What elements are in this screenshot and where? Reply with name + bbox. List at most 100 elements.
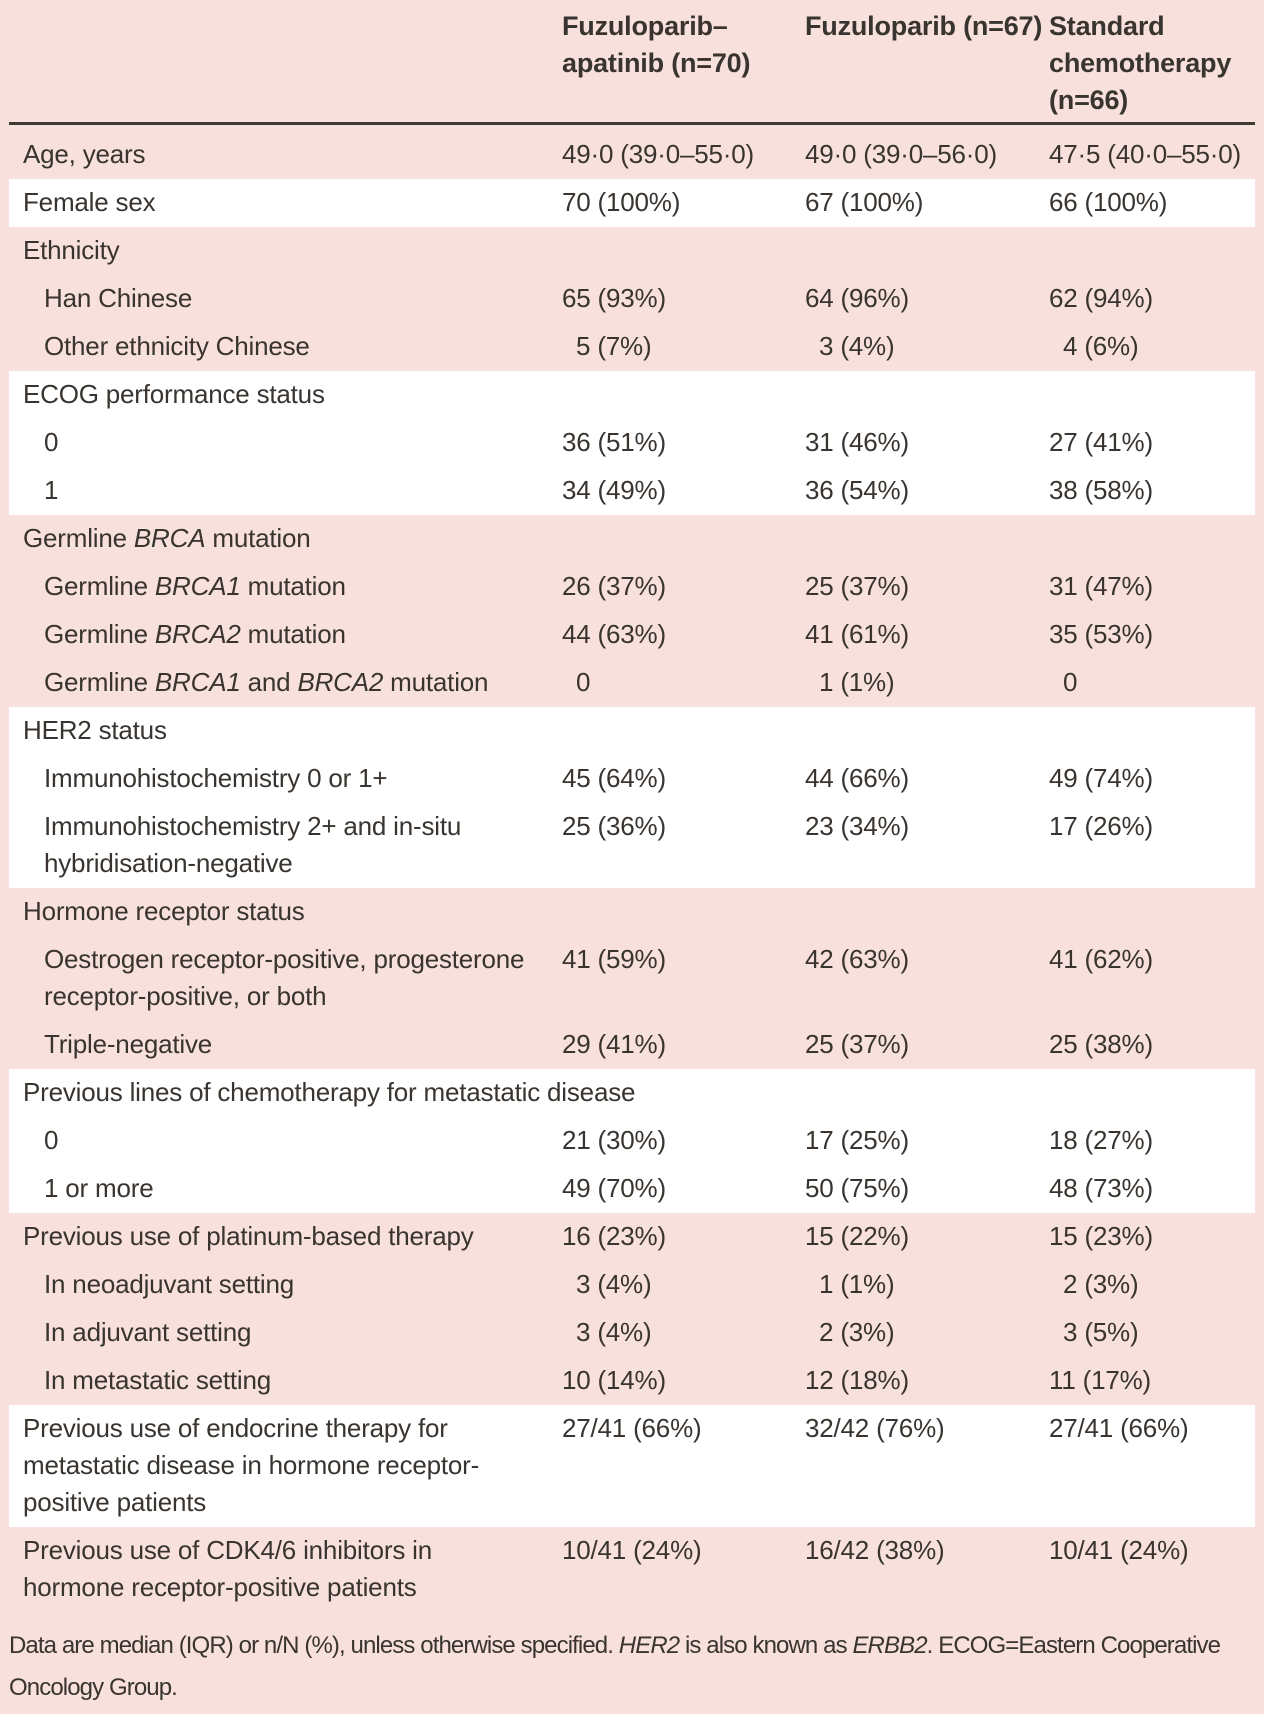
row-value: 31 (46%) (805, 427, 909, 457)
row-label: Previous use of platinum-based therapy (23, 1221, 474, 1251)
row-value: 23 (34%) (805, 811, 909, 841)
row-value: 5 (7%) (562, 331, 652, 361)
table-row: Germline BRCA1 and BRCA2 mutation 0 1 (1… (9, 659, 1255, 707)
row-value: 29 (41%) (562, 1029, 666, 1059)
row-label: Oestrogen receptor-positive, progesteron… (44, 944, 525, 1011)
table-row: Ethnicity (9, 227, 1255, 275)
text: mutation (240, 571, 346, 601)
row-value (803, 712, 1047, 755)
row-value: 36 (51%) (562, 427, 666, 457)
row-value: 27/41 (66%) (562, 1413, 702, 1443)
table-row: Previous use of platinum-based therapy 16… (9, 1213, 1255, 1261)
row-label: Immunohistochemistry 2+ and in-situ hybr… (44, 811, 462, 878)
row-value: 3 (4%) (562, 1317, 652, 1347)
table-row: 0 36 (51%) 31 (46%) 27 (41%) (9, 419, 1255, 467)
table-row: Immunohistochemistry 2+ and in-situ hybr… (9, 803, 1255, 888)
row-label: ECOG performance status (23, 379, 325, 409)
row-label: Ethnicity (23, 235, 120, 265)
row-label: 1 (44, 475, 59, 505)
row-value: 36 (54%) (805, 475, 909, 505)
text: Germline (44, 619, 155, 649)
row-value (557, 520, 803, 563)
row-value: 17 (26%) (1049, 811, 1153, 841)
table-row: Female sex 70 (100%) 67 (100%) 66 (100%) (9, 179, 1255, 227)
table-row: 1 34 (49%) 36 (54%) 38 (58%) (9, 467, 1255, 515)
header-rule (9, 122, 1255, 125)
table-row: Oestrogen receptor-positive, progesteron… (9, 936, 1255, 1021)
row-label: 1 or more (44, 1173, 154, 1203)
table-row: Han Chinese 65 (93%) 64 (96%) 62 (94%) (9, 275, 1255, 323)
table-row: 1 or more 49 (70%) 50 (75%) 48 (73%) (9, 1165, 1255, 1213)
table-row: Germline BRCA mutation (9, 515, 1255, 563)
row-value: 49 (74%) (1049, 763, 1153, 793)
row-value: 1 (1%) (805, 667, 895, 697)
row-value: 18 (27%) (1049, 1125, 1153, 1155)
row-value: 50 (75%) (805, 1173, 909, 1203)
row-label: Triple-negative (44, 1029, 213, 1059)
row-value (1047, 1074, 1255, 1117)
row-label: Previous lines of chemotherapy for metas… (23, 1077, 636, 1107)
row-value: 11 (17%) (1049, 1365, 1151, 1395)
row-value: 0 (562, 667, 591, 697)
row-value: 47·5 (40·0–55·0) (1049, 139, 1241, 169)
row-label: Han Chinese (44, 283, 193, 313)
text: and (240, 667, 298, 697)
text: Germline (23, 523, 134, 553)
text: mutation (205, 523, 311, 553)
row-value: 42 (63%) (805, 944, 909, 974)
row-value (1047, 893, 1255, 936)
table-row: Age, years 49·0 (39·0–55·0) 49·0 (39·0–56·… (9, 125, 1255, 179)
row-value: 2 (3%) (1049, 1269, 1139, 1299)
row-value: 27/41 (66%) (1049, 1413, 1189, 1443)
row-value: 25 (37%) (805, 1029, 909, 1059)
row-value (803, 232, 1047, 275)
row-value: 67 (100%) (805, 187, 924, 217)
row-value: 38 (58%) (1049, 475, 1153, 505)
row-value: 35 (53%) (1049, 619, 1153, 649)
table-row: Triple-negative 29 (41%) 25 (37%) 25 (38%) (9, 1021, 1255, 1069)
row-label: Other ethnicity Chinese (44, 331, 310, 361)
table-row: Other ethnicity Chinese 5 (7%) 3 (4%) 4 … (9, 323, 1255, 371)
text: . ECOG=Eastern Cooperative Oncology Grou… (9, 1632, 1221, 1701)
row-value: 17 (25%) (805, 1125, 909, 1155)
row-value: 49·0 (39·0–55·0) (562, 139, 754, 169)
row-value: 10/41 (24%) (1049, 1535, 1189, 1565)
table-body: Age, years 49·0 (39·0–55·0) 49·0 (39·0–56·… (0, 125, 1264, 1612)
row-label: 0 (44, 427, 59, 457)
row-value: 62 (94%) (1049, 283, 1153, 313)
text: Data are median (IQR) or n/N (%), unless… (9, 1632, 619, 1659)
row-value: 21 (30%) (562, 1125, 666, 1155)
column-header-fuzuloparib-apatinib: Fuzuloparib– apatinib (n=70) (562, 11, 751, 78)
row-label: Germline BRCA1 and BRCA2 mutation (9, 664, 557, 707)
table-row: Previous use of endocrine therapy for me… (9, 1405, 1255, 1527)
row-value: 49·0 (39·0–56·0) (805, 139, 997, 169)
row-value: 64 (96%) (805, 283, 909, 313)
row-label: Previous use of CDK4/6 inhibitors in hor… (23, 1535, 433, 1602)
row-value: 15 (22%) (805, 1221, 909, 1251)
row-label: Previous use of endocrine therapy for me… (23, 1413, 480, 1517)
row-label: Female sex (23, 187, 156, 217)
row-value: 26 (37%) (562, 571, 666, 601)
italic-text: HER2 (618, 1632, 680, 1659)
italic-text: BRCA1 (154, 571, 241, 601)
row-value: 2 (3%) (805, 1317, 895, 1347)
table-row: Germline BRCA1 mutation 26 (37%) 25 (37%) 3… (9, 563, 1255, 611)
row-label: HER2 status (23, 715, 167, 745)
row-value: 45 (64%) (562, 763, 666, 793)
row-value: 41 (61%) (805, 619, 909, 649)
text: is also known as (679, 1632, 853, 1659)
row-value (1047, 232, 1255, 275)
row-value: 49 (70%) (562, 1173, 666, 1203)
row-value: 34 (49%) (562, 475, 666, 505)
table-row: Previous lines of chemotherapy for metas… (9, 1069, 1255, 1117)
row-value (803, 893, 1047, 936)
table-row: Previous use of CDK4/6 inhibitors in hor… (9, 1527, 1255, 1612)
text: Germline (44, 571, 155, 601)
row-value: 25 (37%) (805, 571, 909, 601)
italic-text: BRCA1 (154, 667, 241, 697)
row-value (1047, 376, 1255, 419)
row-value: 41 (62%) (1049, 944, 1153, 974)
table-row: Hormone receptor status (9, 888, 1255, 936)
row-value: 16/42 (38%) (805, 1535, 945, 1565)
